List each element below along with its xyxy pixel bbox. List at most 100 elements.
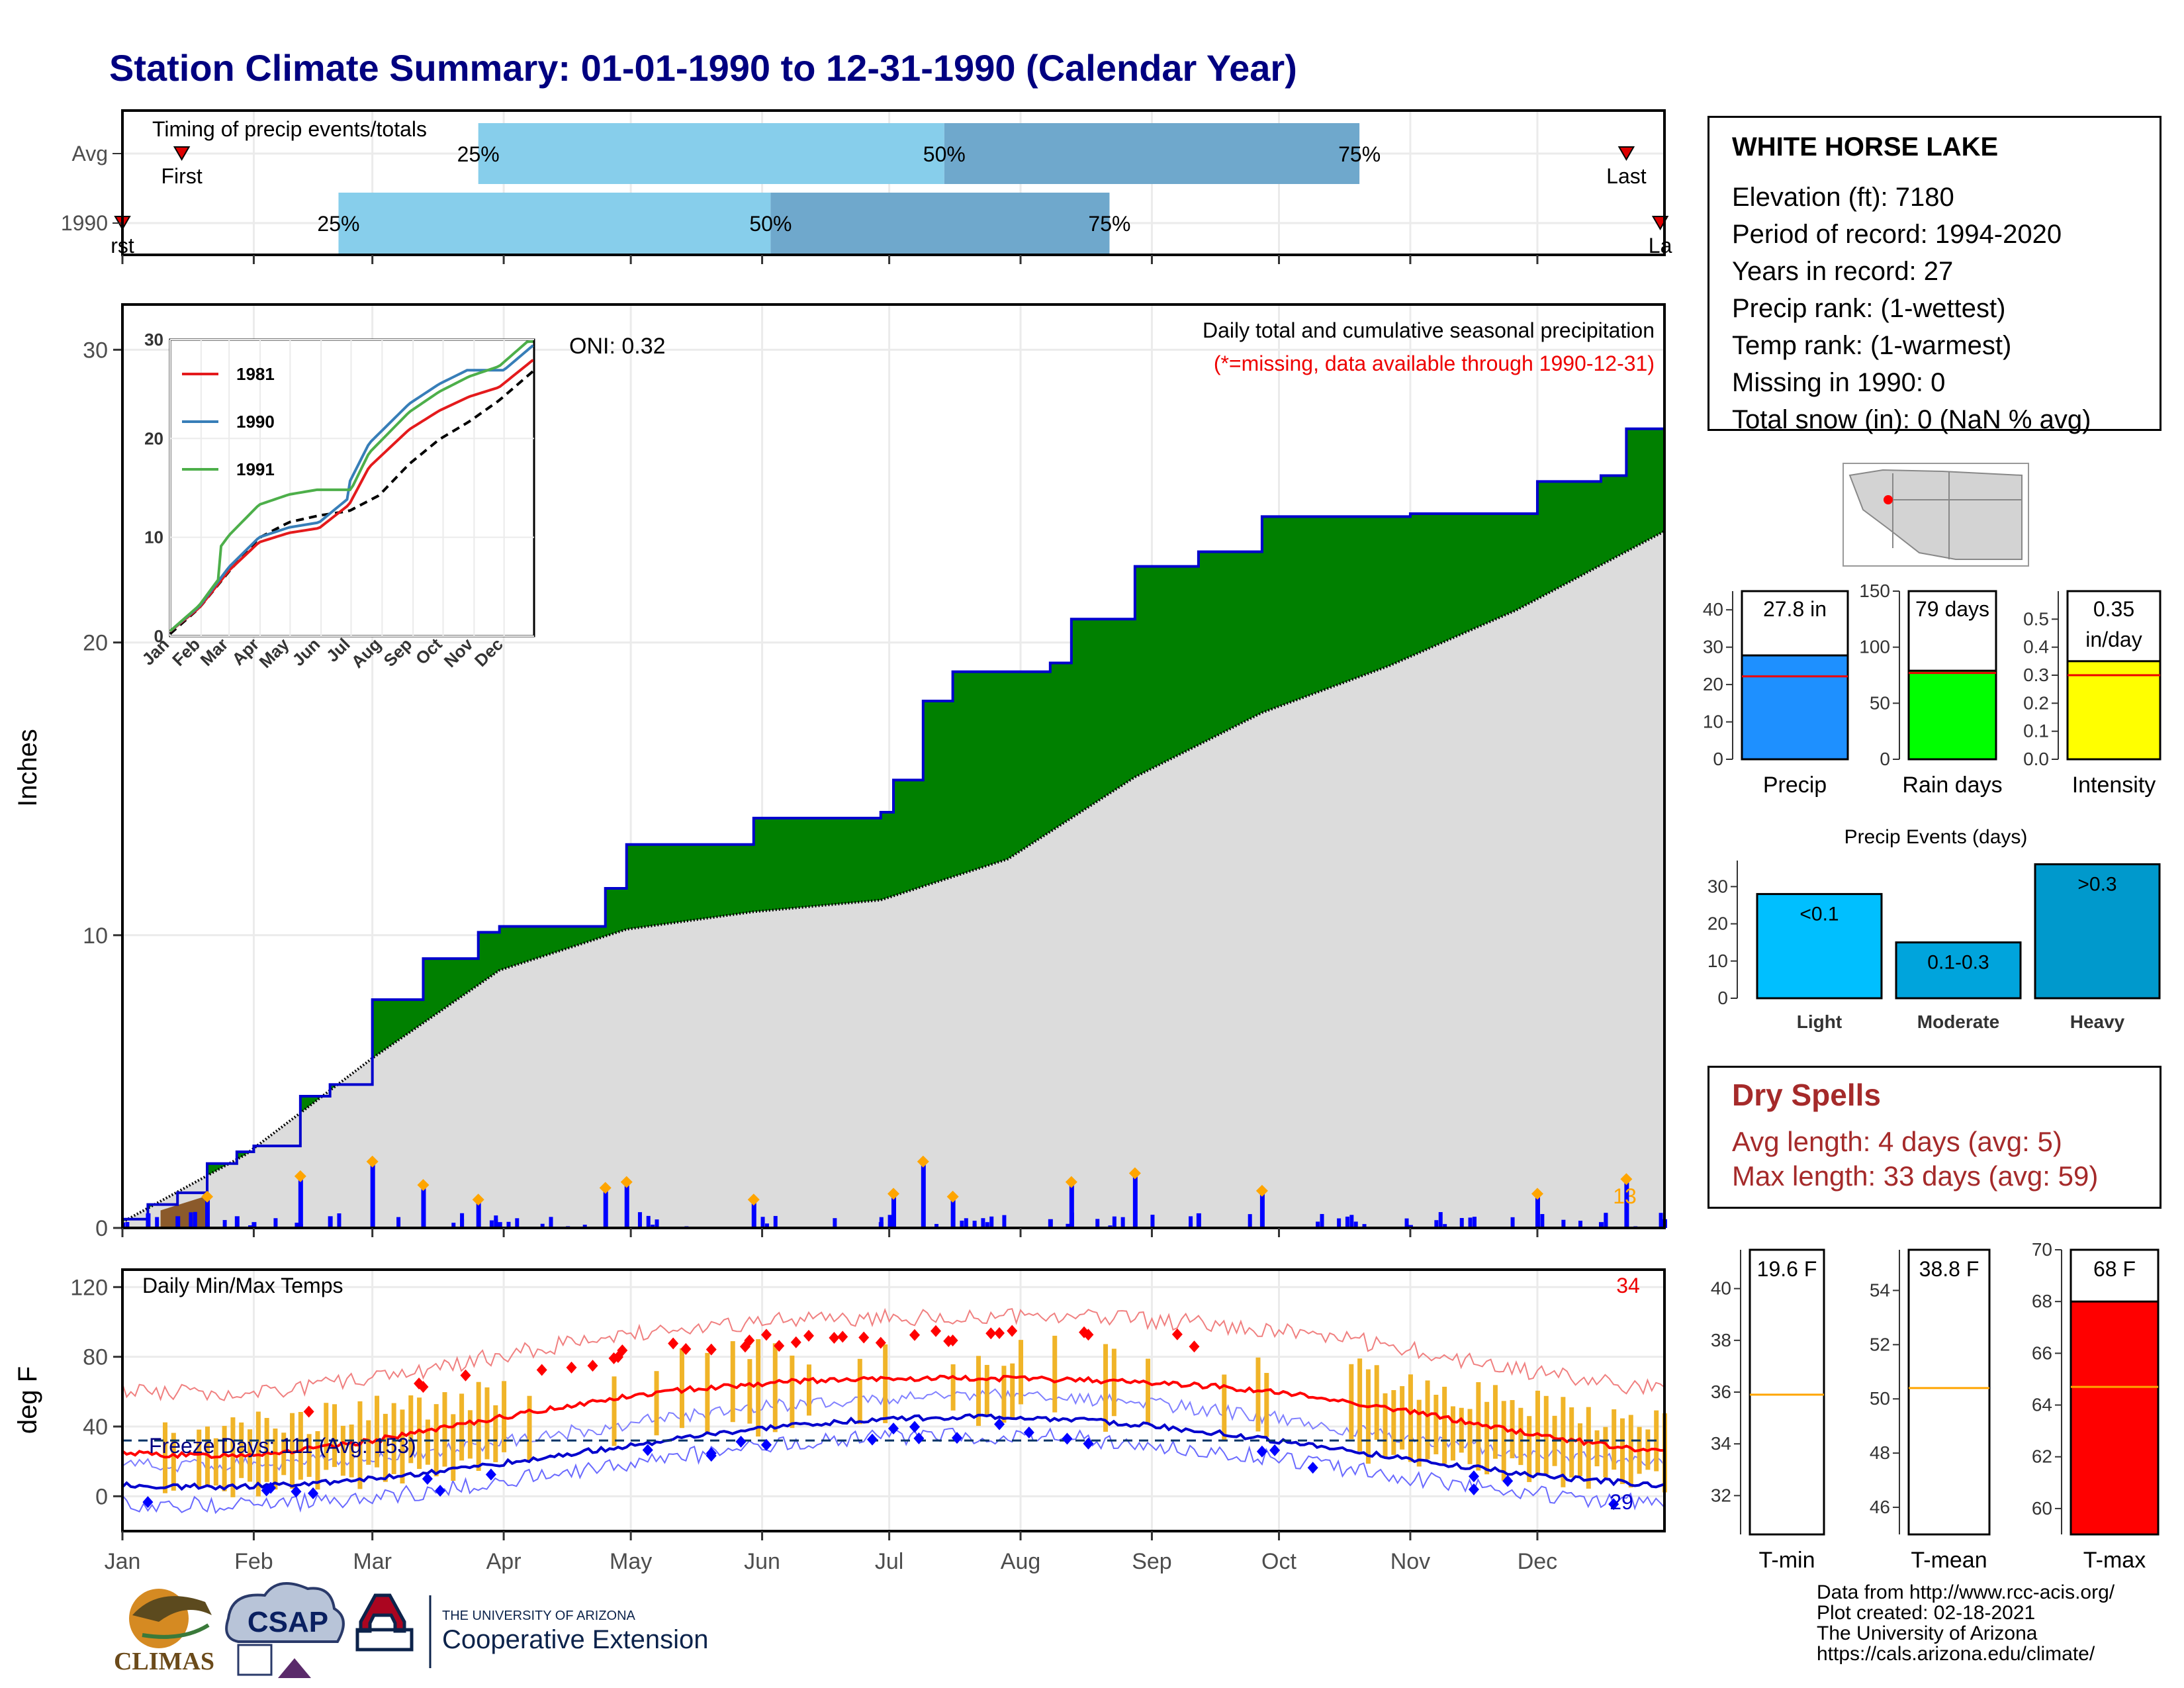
temp-min-record-marker — [261, 1484, 272, 1497]
temp-max-record-marker — [994, 1327, 1005, 1339]
temp-max-record-marker — [566, 1361, 577, 1374]
precip-events-ytick-label: 10 — [1707, 951, 1728, 971]
precip-daily-bar — [1316, 1221, 1320, 1228]
precip-daily-bar — [1561, 1219, 1566, 1228]
climas-logo-text: CLIMAS — [114, 1648, 214, 1675]
temp-daily-range-bar — [222, 1426, 227, 1491]
temp-daily-range-bar — [984, 1364, 989, 1416]
precip-daily-bar — [989, 1216, 994, 1228]
precip-daily-bar — [972, 1221, 977, 1228]
dry-spells-max: Max length: 33 days (avg: 59) — [1732, 1160, 2099, 1192]
month-label: Jan — [105, 1549, 141, 1574]
precip-event-marker — [366, 1155, 379, 1168]
precip-daily-bar — [370, 1163, 375, 1228]
temp-daily-range-bar — [264, 1418, 269, 1482]
temp-daily-range-bar — [1459, 1407, 1464, 1453]
temp-daily-range-bar — [340, 1425, 345, 1476]
station-snow: Total snow (in): 0 (NaN % avg) — [1732, 405, 2091, 434]
precip-summary-ytick-label: 20 — [1703, 674, 1723, 694]
temp-panel-border — [121, 1268, 1666, 1532]
precip-daily-bar — [396, 1217, 401, 1228]
dry-spells-panel: Dry Spells Avg length: 4 days (avg: 5) M… — [1707, 1066, 2161, 1209]
temp-daily-range-bar — [730, 1341, 735, 1423]
temp-summary-value-label: 68 F — [2093, 1257, 2136, 1281]
precip-daily-bar — [934, 1223, 939, 1228]
precip-summary-ytick-label: 0.1 — [2023, 721, 2049, 741]
precip-daily-bar — [1438, 1212, 1443, 1228]
temp-daily-range-bar — [1222, 1374, 1227, 1441]
credit-data-source: Data from http://www.rcc-acis.org/ — [1817, 1581, 2115, 1603]
precip-summary-ytick-label: 0.4 — [2023, 637, 2049, 657]
temp-max-record-marker — [668, 1337, 679, 1350]
precip-ylabel: Inches — [13, 729, 42, 807]
temp-min-record-marker — [994, 1418, 1005, 1430]
precip-daily-bar — [764, 1223, 769, 1228]
precip-daily-bar — [497, 1222, 502, 1228]
temp-daily-range-bar — [391, 1403, 396, 1474]
precip-daily-bar — [494, 1219, 498, 1228]
precip-daily-bar — [887, 1215, 892, 1228]
temp-daily-range-bar — [484, 1387, 490, 1460]
precip-daily-bar — [1337, 1218, 1342, 1228]
precip-event-marker — [1065, 1176, 1077, 1188]
timing-bar-25-50 — [478, 123, 944, 184]
timing-marker-last — [1617, 146, 1635, 161]
temp-daily-range-bar — [679, 1348, 684, 1429]
precip-daily-bar — [540, 1223, 545, 1228]
precip-daily-bar — [879, 1217, 884, 1228]
map-state-borders — [1892, 471, 2022, 559]
inset-legend-label: 1990 — [236, 412, 275, 432]
temp-max-count: 34 — [1616, 1274, 1640, 1297]
precip-daily-bar — [582, 1225, 587, 1228]
temp-max-record-marker — [909, 1329, 921, 1341]
month-label: Mar — [353, 1549, 392, 1574]
inset-ytick-label: 20 — [144, 428, 163, 448]
precip-event-marker — [917, 1155, 929, 1168]
timing-marker-first — [173, 146, 191, 161]
temp-daily-range-bar — [1408, 1374, 1413, 1462]
precip-summary-ytick-label: 50 — [1870, 692, 1890, 713]
precip-summary-value-unit: in/day — [2085, 628, 2142, 651]
temp-daily-range-bar — [1146, 1358, 1151, 1425]
precip-daily-bar — [1002, 1215, 1007, 1228]
precip-daily-bar — [1472, 1217, 1477, 1228]
precip-daily-bar — [1578, 1221, 1582, 1228]
temp-min-record-marker — [952, 1432, 963, 1444]
precip-event-marker — [1531, 1188, 1543, 1200]
temp-max-record-marker — [1189, 1340, 1200, 1353]
precip-daily-bar — [1349, 1215, 1354, 1228]
station-missing: Missing in 1990: 0 — [1732, 368, 1946, 397]
temp-min-record-marker — [1083, 1437, 1094, 1450]
temp-daily-range-bar — [349, 1425, 354, 1477]
temp-summary-frame — [1907, 1248, 1991, 1536]
temp-summary-ytick-label: 46 — [1870, 1497, 1890, 1517]
temp-daily-range-bar — [417, 1397, 422, 1470]
temp-daily-range-bar — [527, 1395, 532, 1462]
temp-daily-range-bar — [213, 1438, 218, 1486]
station-precip-rank: Precip rank: (1-wettest) — [1732, 294, 2006, 323]
precip-daily-bar — [760, 1217, 765, 1228]
precip-daily-bar — [1408, 1225, 1413, 1228]
precip-daily-bar — [1132, 1175, 1138, 1228]
temp-daily-range-bar — [366, 1420, 371, 1465]
month-label: Feb — [234, 1549, 273, 1574]
precip-event-marker — [1255, 1184, 1268, 1197]
precip-summary-ytick-label: 40 — [1703, 599, 1723, 620]
precip-events-bar — [2034, 863, 2161, 1000]
precip-daily-bar — [1189, 1216, 1193, 1228]
temp-ytick-label: 120 — [70, 1275, 108, 1300]
temp-min-record-marker — [909, 1421, 921, 1433]
precip-daily-bar — [1069, 1212, 1074, 1228]
credit-university: The University of Arizona — [1817, 1622, 2038, 1644]
inset-legend-label: 1991 — [236, 459, 275, 479]
precip-daily-bar — [646, 1215, 651, 1228]
precip-daily-bar — [234, 1216, 240, 1228]
temp-daily-range-bar — [315, 1431, 320, 1490]
inset-series-line — [169, 344, 534, 633]
temp-daily-range-bar — [747, 1359, 752, 1424]
temp-daily-range-bar — [1052, 1335, 1058, 1413]
temp-daily-range-bar — [1561, 1397, 1566, 1487]
temp-daily-range-bar — [298, 1411, 303, 1480]
temp-daily-range-bar — [1433, 1395, 1439, 1454]
temp-daily-range-bar — [290, 1413, 295, 1489]
